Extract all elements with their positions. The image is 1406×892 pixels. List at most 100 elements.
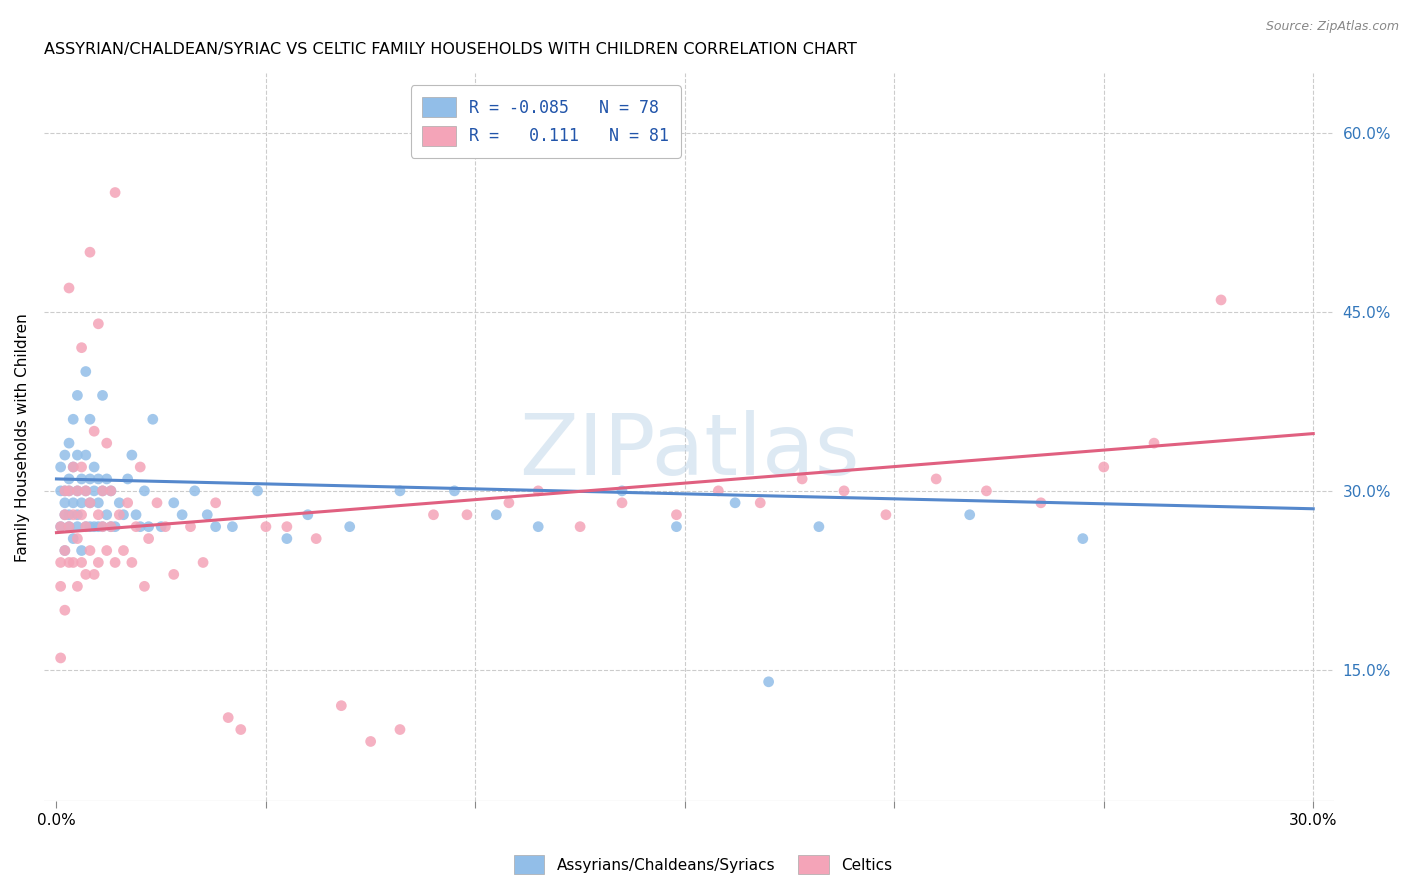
Point <box>749 496 772 510</box>
Point <box>163 496 186 510</box>
Point <box>49 579 72 593</box>
Point <box>134 483 156 498</box>
Point <box>96 543 118 558</box>
Point <box>254 519 277 533</box>
Point <box>129 519 152 533</box>
Point <box>58 519 80 533</box>
Point <box>83 424 105 438</box>
Point <box>66 579 89 593</box>
Point <box>62 460 84 475</box>
Point <box>959 508 981 522</box>
Point <box>66 483 89 498</box>
Text: ZIPatlas: ZIPatlas <box>519 410 859 493</box>
Point <box>75 483 97 498</box>
Point <box>665 508 688 522</box>
Legend: Assyrians/Chaldeans/Syriacs, Celtics: Assyrians/Chaldeans/Syriacs, Celtics <box>508 849 898 880</box>
Point <box>53 448 76 462</box>
Point <box>70 508 93 522</box>
Point <box>62 460 84 475</box>
Point <box>204 496 226 510</box>
Point <box>58 483 80 498</box>
Point <box>276 532 298 546</box>
Point <box>121 556 143 570</box>
Point <box>96 436 118 450</box>
Point <box>53 483 76 498</box>
Point <box>53 543 76 558</box>
Point <box>125 519 148 533</box>
Point <box>297 508 319 522</box>
Point <box>610 496 633 510</box>
Point <box>183 483 205 498</box>
Point <box>792 472 814 486</box>
Point <box>125 508 148 522</box>
Point <box>117 472 139 486</box>
Point <box>87 519 110 533</box>
Point <box>58 519 80 533</box>
Point <box>87 496 110 510</box>
Point <box>807 519 830 533</box>
Point <box>83 567 105 582</box>
Point <box>53 508 76 522</box>
Point <box>62 532 84 546</box>
Point <box>53 483 76 498</box>
Point <box>53 603 76 617</box>
Point <box>53 496 76 510</box>
Point <box>155 519 177 533</box>
Point <box>83 460 105 475</box>
Point <box>66 532 89 546</box>
Point <box>75 483 97 498</box>
Point <box>53 543 76 558</box>
Point <box>79 543 101 558</box>
Point <box>49 483 72 498</box>
Point <box>832 483 855 498</box>
Point <box>339 519 361 533</box>
Point <box>758 674 780 689</box>
Point <box>87 317 110 331</box>
Point <box>104 556 127 570</box>
Point <box>569 519 592 533</box>
Point <box>79 496 101 510</box>
Point <box>100 519 122 533</box>
Point <box>360 734 382 748</box>
Point <box>104 519 127 533</box>
Point <box>75 519 97 533</box>
Point <box>204 519 226 533</box>
Point <box>49 651 72 665</box>
Point <box>1209 293 1232 307</box>
Point <box>117 496 139 510</box>
Point <box>179 519 201 533</box>
Point <box>422 508 444 522</box>
Point <box>87 556 110 570</box>
Point <box>1071 532 1094 546</box>
Point <box>976 483 998 498</box>
Point <box>104 186 127 200</box>
Point <box>75 365 97 379</box>
Point <box>87 508 110 522</box>
Point <box>875 508 897 522</box>
Point <box>62 508 84 522</box>
Point <box>66 483 89 498</box>
Point <box>79 472 101 486</box>
Point <box>138 532 160 546</box>
Point <box>83 483 105 498</box>
Point <box>75 448 97 462</box>
Point <box>121 448 143 462</box>
Point <box>75 519 97 533</box>
Point <box>91 519 114 533</box>
Point <box>1092 460 1115 475</box>
Point <box>70 472 93 486</box>
Point <box>66 508 89 522</box>
Point <box>70 460 93 475</box>
Point <box>217 710 239 724</box>
Point <box>96 508 118 522</box>
Point <box>58 483 80 498</box>
Point <box>108 508 131 522</box>
Point <box>246 483 269 498</box>
Point <box>925 472 948 486</box>
Point <box>305 532 328 546</box>
Point <box>112 543 135 558</box>
Point <box>58 556 80 570</box>
Point <box>195 508 218 522</box>
Point <box>100 483 122 498</box>
Point <box>91 388 114 402</box>
